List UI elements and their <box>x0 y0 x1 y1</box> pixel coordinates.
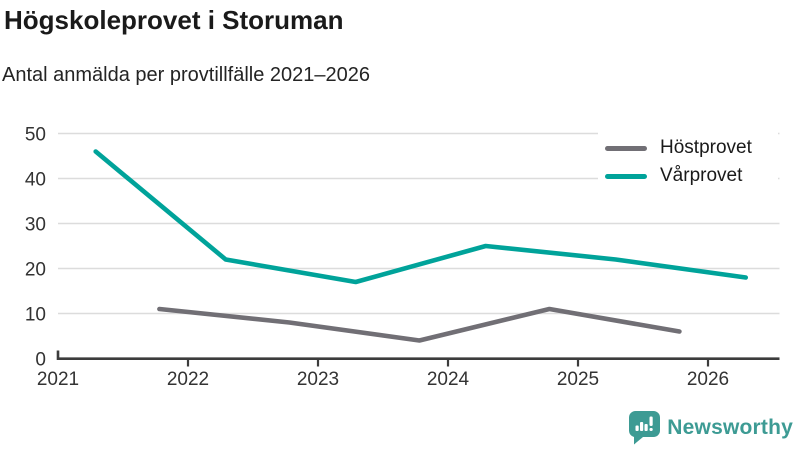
chart-subtitle: Antal anmälda per provtillfälle 2021–202… <box>2 64 371 86</box>
svg-text:20: 20 <box>25 260 46 281</box>
legend-swatch-hostprovet <box>605 145 647 151</box>
newsworthy-logo-icon <box>629 411 661 445</box>
svg-text:2024: 2024 <box>427 369 470 390</box>
newsworthy-branding: Newsworthy <box>629 411 793 445</box>
legend-label-varprovet: Vårprovet <box>660 165 743 186</box>
svg-text:2021: 2021 <box>37 369 79 390</box>
svg-text:30: 30 <box>25 215 46 236</box>
svg-text:2025: 2025 <box>557 369 599 390</box>
legend-item-varprovet: Vårprovet <box>598 162 778 190</box>
chart-title: Högskoleprovet i Storuman <box>4 5 344 35</box>
svg-text:50: 50 <box>25 125 46 146</box>
svg-text:40: 40 <box>25 170 46 191</box>
chart-legend: Höstprovet Vårprovet <box>598 131 778 195</box>
svg-text:10: 10 <box>25 305 46 326</box>
newsworthy-logo-text: Newsworthy <box>667 416 793 439</box>
logo-bars-icon <box>635 416 653 431</box>
svg-text:2026: 2026 <box>687 369 729 390</box>
legend-item-hostprovet: Höstprovet <box>598 134 778 162</box>
svg-text:2023: 2023 <box>297 369 339 390</box>
legend-swatch-varprovet <box>605 173 647 179</box>
svg-text:0: 0 <box>35 350 46 371</box>
legend-label-hostprovet: Höstprovet <box>660 137 752 158</box>
svg-text:2022: 2022 <box>167 369 209 390</box>
